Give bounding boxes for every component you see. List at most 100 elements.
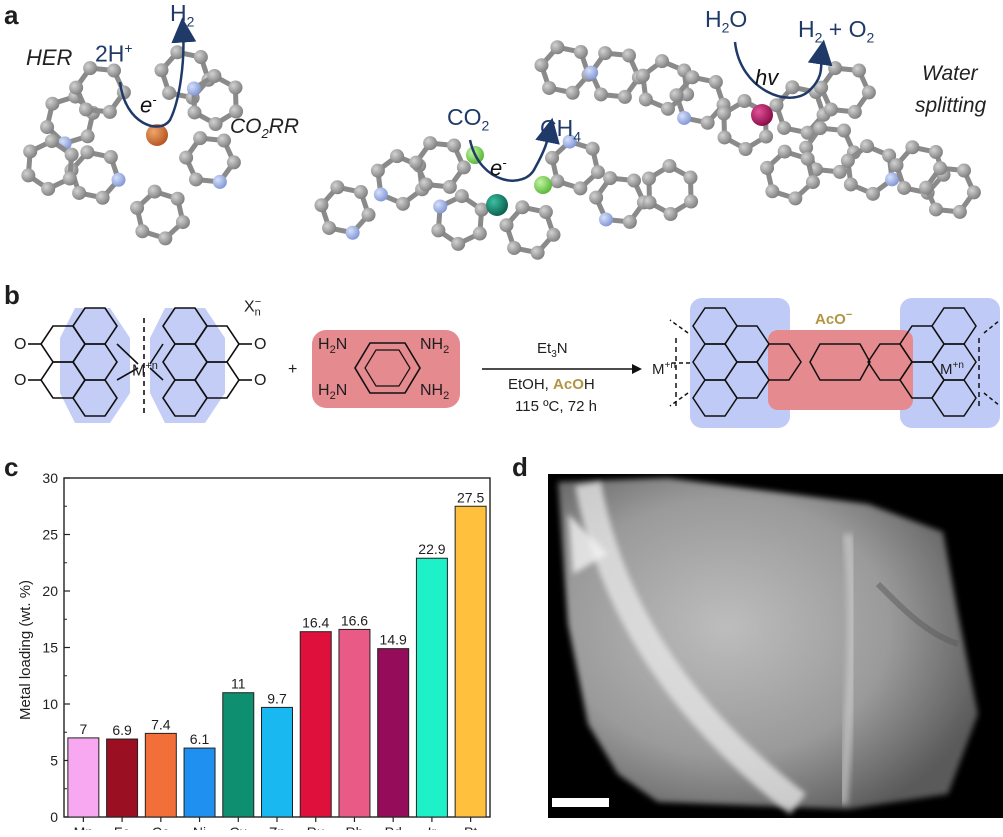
data-label-zn: 9.7 — [267, 690, 287, 706]
carbon-atom — [832, 164, 847, 179]
carbon-atom — [765, 184, 780, 199]
carbon-atom — [717, 130, 732, 145]
carbon-atom — [226, 155, 241, 170]
her-electron: e- — [140, 92, 157, 118]
carbon-atom — [130, 200, 145, 215]
x-tick-label-pd: Pd — [385, 824, 402, 830]
data-label-cu: 11 — [231, 676, 246, 692]
metal-center-product-left: M+n — [652, 360, 676, 378]
carbon-atom — [684, 194, 699, 209]
carbon-atom — [565, 85, 580, 100]
carbon-atom — [889, 158, 904, 173]
water-product: H2 + O2 — [798, 16, 875, 46]
carbon-atom — [737, 94, 752, 109]
carbon-atom — [660, 101, 675, 116]
carbon-atom — [423, 136, 438, 151]
carbon-atom — [622, 214, 637, 229]
data-label-ni: 6.1 — [190, 731, 210, 747]
carbon-atom — [837, 123, 852, 138]
carbon-atom — [759, 129, 774, 144]
tetraamine — [312, 330, 460, 408]
carbon-atom — [170, 191, 185, 206]
bar-pt — [454, 505, 487, 818]
amine-top-right: NH2 — [420, 336, 450, 357]
nitrogen-atom — [562, 134, 577, 149]
carbon-atom — [179, 150, 194, 165]
carbon-atom — [69, 80, 84, 95]
carbon-atom — [80, 145, 95, 160]
carbon-atom — [573, 45, 588, 60]
carbon-atom — [534, 58, 549, 73]
carbon-atom — [897, 180, 912, 195]
x-tick-label-cu: Cu — [229, 824, 247, 830]
amine-top-left: H2N — [318, 336, 348, 357]
y-axis-label: Metal loading (wt. %) — [17, 580, 34, 720]
carbon-atom — [700, 115, 715, 130]
panel-b-scheme — [28, 298, 1001, 428]
carbon-atom — [23, 144, 38, 159]
carbon-atom — [418, 177, 433, 192]
carbon-atom — [957, 163, 972, 178]
carbon-atom — [785, 80, 800, 95]
carbon-atom — [499, 218, 514, 233]
carbon-atom — [545, 150, 560, 165]
x-tick-label-fe: Fe — [114, 824, 131, 830]
nitrogen-atom — [598, 212, 613, 227]
carbon-atom — [769, 98, 784, 113]
carbon-atom — [617, 89, 632, 104]
carbon-atom — [229, 104, 244, 119]
carbon-atom — [41, 181, 56, 196]
carbon-atom — [107, 63, 122, 78]
carbon-atom — [474, 202, 489, 217]
carbon-atom — [228, 80, 243, 95]
carbon-atom — [62, 171, 77, 186]
carbon-atom — [538, 205, 553, 220]
carbon-atom — [663, 206, 678, 221]
carbon-atom — [828, 61, 843, 76]
carbon-atom — [635, 68, 650, 83]
co2rr-title: CO2RR — [230, 115, 300, 142]
carbon-atom — [603, 171, 618, 186]
carbon-atom — [589, 190, 604, 205]
carbon-atom — [442, 179, 457, 194]
bar-rh — [338, 628, 371, 818]
co2rr-arrow — [468, 117, 560, 182]
data-label-ir: 22.9 — [418, 541, 445, 557]
nitrogen-atom — [111, 172, 126, 187]
oxygen-left-bottom: O — [14, 372, 27, 389]
bar-fe — [106, 738, 139, 818]
carbon-atom — [40, 120, 55, 135]
panel-label-d: d — [512, 452, 528, 482]
carbon-atom — [593, 87, 608, 102]
carbon-atom — [546, 227, 561, 242]
y-tick-label: 10 — [42, 696, 58, 712]
metal-loading-bar-chart: Metal loading (wt. %) 0 5 10 15 20 25 30 7 Mn 6.9… — [17, 470, 491, 830]
reagent-base: Et3N — [537, 340, 568, 360]
nitrogen-atom — [345, 225, 360, 240]
carbon-atom — [207, 69, 222, 84]
carbon-atom — [322, 220, 337, 235]
nitrogen-atom — [885, 172, 900, 187]
data-label-fe: 6.9 — [112, 722, 132, 738]
reactant-complex — [28, 307, 252, 423]
carbon-atom — [622, 48, 637, 63]
carbon-atom — [928, 202, 943, 217]
metal-atom-water-splitting — [751, 104, 773, 126]
molecular-models — [21, 40, 981, 260]
carbon-atom — [395, 196, 410, 211]
her-arrow — [118, 17, 197, 128]
bar-mn — [67, 737, 100, 818]
carbon-atom — [170, 45, 185, 60]
carbon-atom — [353, 185, 368, 200]
carbon-atom — [102, 104, 117, 119]
bar-co — [144, 732, 177, 818]
counter-ion: Xn− — [244, 296, 262, 319]
y-tick-label: 0 — [50, 809, 58, 825]
carbon-atom — [550, 174, 565, 189]
micrograph-image — [548, 474, 1003, 818]
carbon-atom — [45, 96, 60, 111]
carbon-atom — [330, 180, 345, 195]
carbon-atom — [78, 102, 93, 117]
carbon-atom — [685, 70, 700, 85]
data-label-mn: 7 — [79, 721, 87, 737]
